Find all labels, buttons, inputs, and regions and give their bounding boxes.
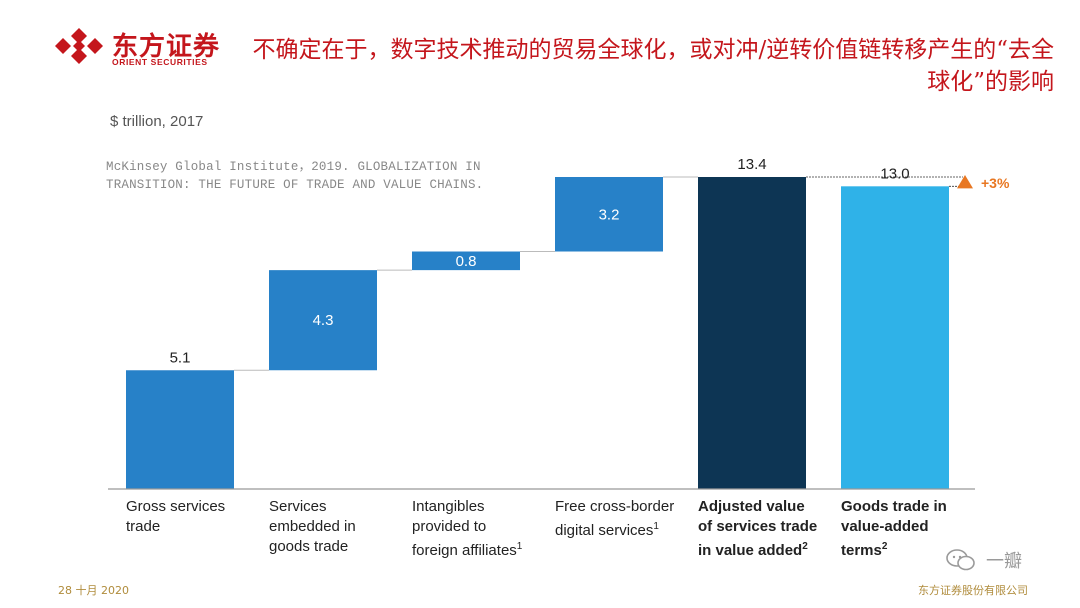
value-label-6: 13.0 [880, 165, 909, 182]
wechat-watermark: 一瓣 [946, 546, 1056, 576]
slide-title: 不确定在于，数字技术推动的贸易全球化，或对冲/逆转价值链转移产生的“去全球化”的… [252, 37, 1054, 95]
category-label-6: Goods trade in value-added terms2 [841, 497, 977, 561]
category-label-line: in value added2 [698, 541, 808, 559]
bar-2 [269, 270, 377, 371]
category-label-1: Gross services trade [126, 497, 262, 537]
chart-unit-label: $ trillion, 2017 [110, 113, 204, 130]
footer-company: 东方证券股份有限公司 [918, 584, 1028, 597]
category-label-line: of services trade [698, 518, 818, 535]
percent-annotation: +3% [981, 175, 1010, 191]
wechat-icon [946, 549, 975, 571]
category-label-line: embedded in [269, 518, 356, 535]
bar-3 [412, 251, 520, 271]
category-label-line: goods trade [269, 538, 349, 555]
category-label-line: Services [269, 498, 327, 515]
bar-5 [698, 177, 806, 489]
category-label-line: Adjusted value [698, 498, 805, 515]
increase-arrow-icon [957, 175, 973, 189]
category-label-line: Gross services [126, 498, 226, 515]
orient-securities-logo-icon [55, 28, 103, 64]
value-label-2: 4.3 [313, 312, 334, 329]
category-label-2: Services embedded in goods trade [269, 497, 405, 557]
category-label-line: Intangibles [412, 498, 485, 515]
watermark-text: 一瓣 [986, 551, 1022, 572]
category-label-line: digital services1 [555, 521, 659, 539]
value-label-1: 5.1 [170, 349, 191, 366]
category-label-4: Free cross-border digital services1 [555, 497, 691, 541]
bar-1 [126, 370, 234, 489]
category-label-line: foreign affiliates1 [412, 541, 523, 559]
company-logo: 东方证券 ORIENT SECURITIES [52, 26, 252, 68]
category-label-3: Intangibles provided to foreign affiliates… [412, 497, 548, 561]
source-note: McKinsey Global Institute，2019. GLOBALIZ… [106, 160, 484, 192]
value-label-3: 0.8 [456, 253, 477, 270]
category-label-line: provided to [412, 518, 487, 535]
category-label-line: value-added [841, 518, 929, 535]
category-label-line: terms2 [841, 541, 888, 559]
logo-name-cn: 东方证券 [112, 32, 221, 62]
value-label-5: 13.4 [737, 156, 766, 173]
category-label-5: Adjusted value of services trade in value … [698, 497, 834, 561]
logo-name-en: ORIENT SECURITIES [112, 57, 208, 67]
footer-date: 28 十月 2020 [58, 584, 129, 597]
category-label-line: Goods trade in [841, 498, 947, 515]
category-label-line: trade [126, 518, 161, 535]
bar-4 [555, 177, 663, 252]
category-label-line: Free cross-border [555, 498, 675, 515]
value-label-4: 3.2 [599, 206, 620, 223]
bar-6 [841, 186, 949, 490]
